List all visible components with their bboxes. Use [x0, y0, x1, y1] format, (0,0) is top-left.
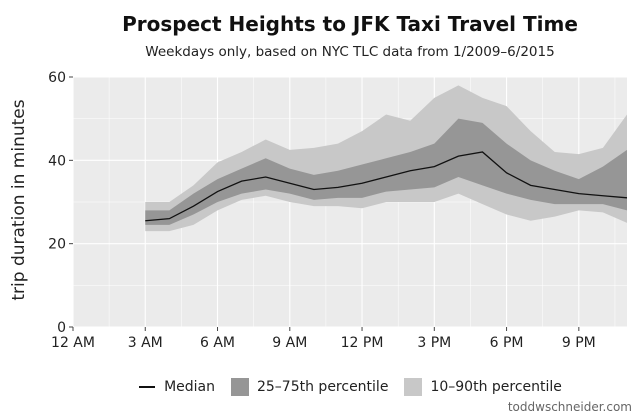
x-tick-label: 3 PM: [417, 335, 451, 351]
y-tick-label: 0: [57, 320, 66, 336]
y-axis-title: trip duration in minutes: [9, 99, 29, 300]
median-line-layer: [145, 151, 628, 222]
legend-item-outer: 10–90th percentile: [404, 378, 562, 396]
legend-item-median: Median: [138, 378, 215, 396]
legend-label-outer: 10–90th percentile: [430, 379, 562, 395]
axes: 0 20 40 60 12 AM 3 AM 6 AM 9 AM 12 PM 3 PM 6 PM 9 P…: [48, 70, 596, 351]
chart-title: Prospect Heights to JFK Taxi Travel Time: [122, 12, 578, 36]
x-tick-label: 9 PM: [562, 335, 596, 351]
legend-item-iqr: 25–75th percentile: [230, 378, 389, 396]
credit-text: toddwschneider.com: [507, 400, 632, 414]
x-tick-label: 12 AM: [51, 335, 95, 351]
legend: Median 25–75th percentile 10–90th percen…: [0, 378, 640, 396]
x-tick-label: 12 PM: [341, 335, 384, 351]
legend-key-median: [138, 378, 156, 396]
median-line: [145, 151, 628, 222]
y-tick-label: 40: [48, 153, 66, 169]
legend-label-iqr: 25–75th percentile: [256, 379, 389, 395]
legend-key-outer: [404, 378, 423, 396]
x-tick-label: 9 AM: [272, 335, 307, 351]
x-tick-label: 6 AM: [200, 335, 235, 351]
y-tick-label: 60: [48, 70, 66, 86]
y-tick-label: 20: [48, 237, 66, 253]
chart-subtitle: Weekdays only, based on NYC TLC data fro…: [145, 44, 555, 60]
band-25-75: [145, 118, 627, 225]
legend-label-median: Median: [164, 379, 215, 395]
x-tick-label: 3 AM: [128, 335, 163, 351]
percentile-bands: [145, 85, 627, 232]
x-tick-label: 6 PM: [490, 335, 524, 351]
legend-key-iqr: [230, 378, 249, 396]
